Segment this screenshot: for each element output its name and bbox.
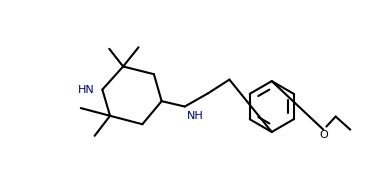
Text: HN: HN xyxy=(78,85,94,95)
Text: O: O xyxy=(319,130,328,140)
Text: NH: NH xyxy=(187,111,204,121)
